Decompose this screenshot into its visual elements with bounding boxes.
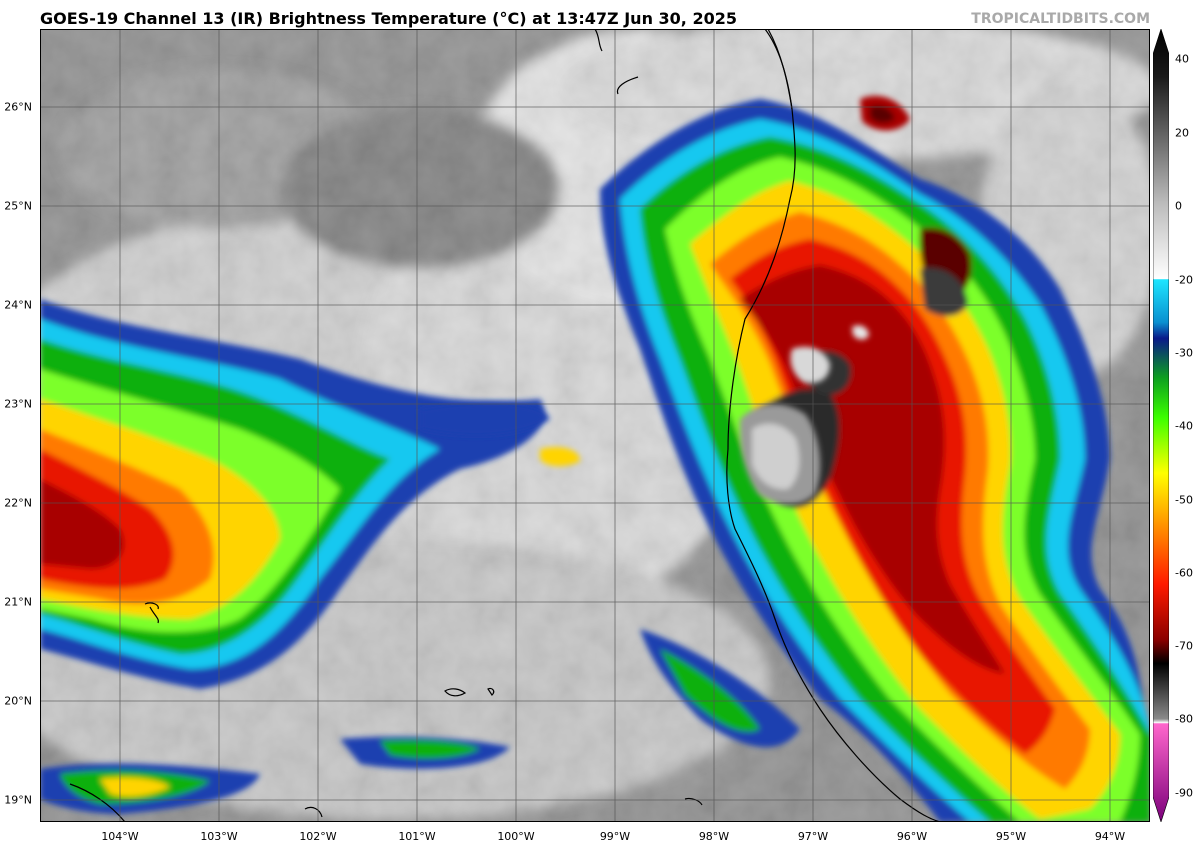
lon-label-99w: 99°W <box>599 830 631 843</box>
lat-label-20n: 20°N <box>4 694 32 708</box>
colorbar-tick-minus40: -40 <box>1175 419 1193 433</box>
lon-label-96w: 96°W <box>896 830 928 843</box>
lon-label-97w: 97°W <box>797 830 829 843</box>
lon-label-98w: 98°W <box>698 830 730 843</box>
source-credit: TROPICALTIDBITS.COM <box>971 11 1150 27</box>
colorbar-tick-minus20: -20 <box>1175 273 1193 287</box>
lat-label-22n: 22°N <box>4 496 32 510</box>
colorbar-tick-minus50: -50 <box>1175 493 1193 507</box>
lat-label-21n: 21°N <box>4 595 32 609</box>
southern-cloud-band <box>40 402 800 814</box>
colorbar-tick-minus60: -60 <box>1175 566 1193 580</box>
lon-label-94w: 94°W <box>1094 830 1126 843</box>
colorbar-tick-20: 20 <box>1175 126 1189 140</box>
lat-label-26n: 26°N <box>4 100 32 114</box>
lon-label-104w: 104°W <box>101 830 139 843</box>
lat-label-24n: 24°N <box>4 298 32 312</box>
lat-label-19n: 19°N <box>4 793 32 807</box>
lon-label-95w: 95°W <box>995 830 1027 843</box>
western-storm-complex <box>40 299 545 689</box>
satellite-ir-map <box>40 29 1150 822</box>
lon-label-103w: 103°W <box>200 830 238 843</box>
lat-label-25n: 25°N <box>4 199 32 213</box>
map-title: GOES-19 Channel 13 (IR) Brightness Tempe… <box>40 9 737 28</box>
lon-label-102w: 102°W <box>299 830 337 843</box>
colorbar-tick-minus80: -80 <box>1175 712 1193 726</box>
colorbar-tick-minus30: -30 <box>1175 346 1193 360</box>
colorbar-tick-0: 0 <box>1175 199 1182 213</box>
coldest-cloud-tops <box>739 95 910 505</box>
coastlines <box>69 29 941 822</box>
lon-label-100w: 100°W <box>497 830 535 843</box>
graticule <box>40 29 1150 822</box>
lon-label-101w: 101°W <box>398 830 436 843</box>
colorbar-tick-minus90: -90 <box>1175 786 1193 800</box>
colorbar-tick-40: 40 <box>1175 52 1189 66</box>
temperature-colorbar <box>1153 29 1169 822</box>
lat-label-23n: 23°N <box>4 397 32 411</box>
colorbar-tick-minus70: -70 <box>1175 639 1193 653</box>
